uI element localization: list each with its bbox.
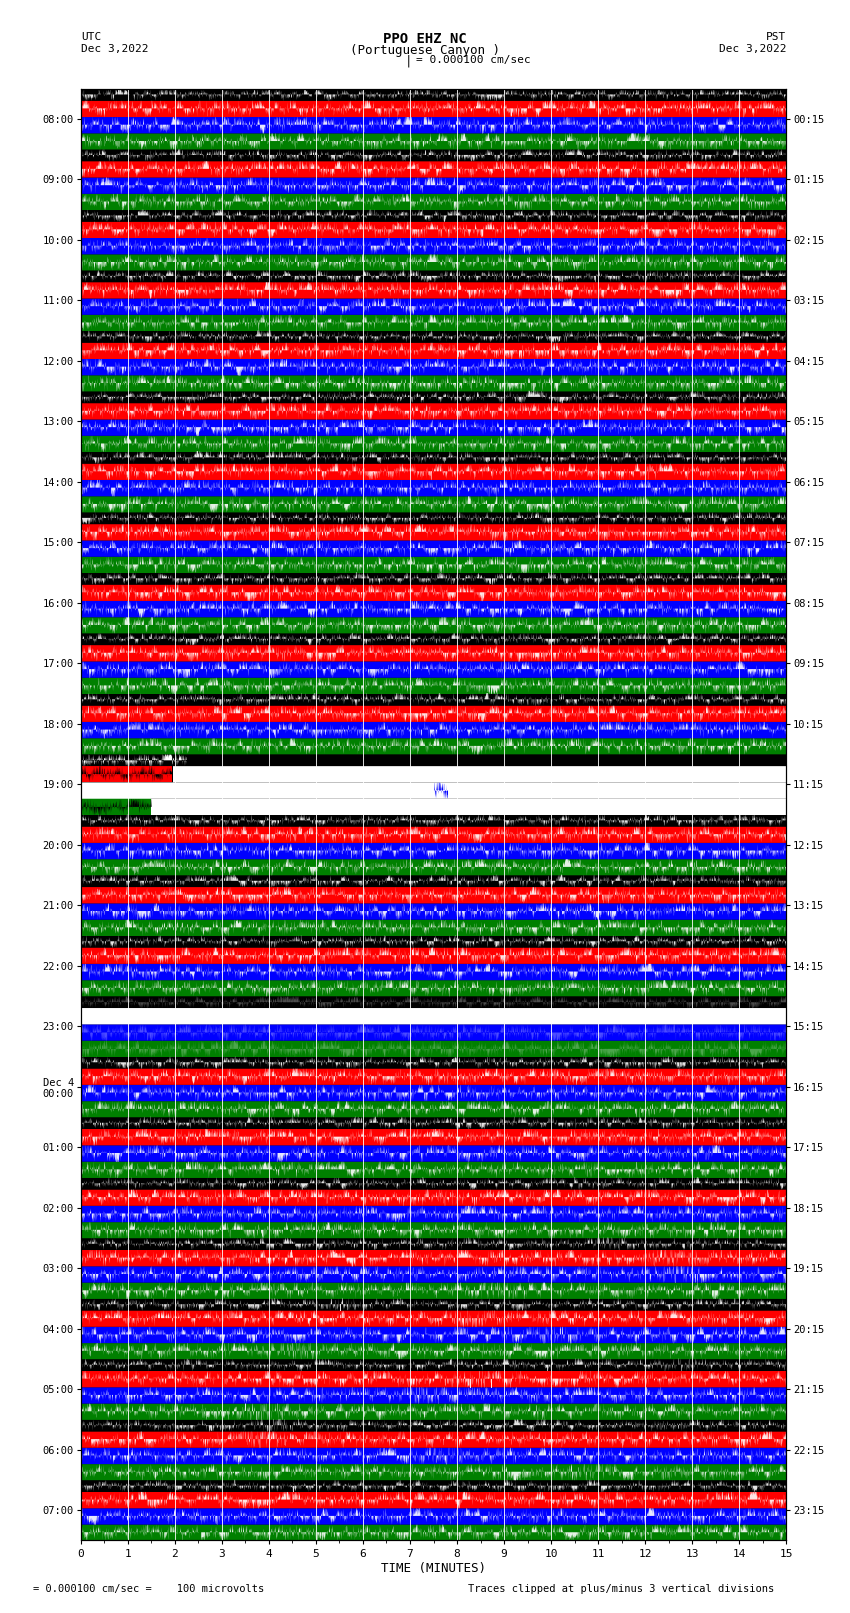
Text: UTC: UTC xyxy=(81,32,101,42)
Text: PPO EHZ NC: PPO EHZ NC xyxy=(383,32,467,47)
Text: Dec 3,2022: Dec 3,2022 xyxy=(719,44,786,53)
Text: Dec 3,2022: Dec 3,2022 xyxy=(81,44,148,53)
X-axis label: TIME (MINUTES): TIME (MINUTES) xyxy=(381,1563,486,1576)
Text: = 0.000100 cm/sec =    100 microvolts: = 0.000100 cm/sec = 100 microvolts xyxy=(8,1584,264,1594)
Text: (Portuguese Canyon ): (Portuguese Canyon ) xyxy=(350,44,500,56)
Text: |: | xyxy=(405,55,411,68)
Text: Traces clipped at plus/minus 3 vertical divisions: Traces clipped at plus/minus 3 vertical … xyxy=(468,1584,774,1594)
Text: = 0.000100 cm/sec: = 0.000100 cm/sec xyxy=(416,55,531,65)
Text: PST: PST xyxy=(766,32,786,42)
